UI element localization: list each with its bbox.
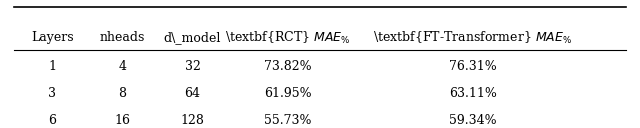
Text: Layers: Layers — [31, 31, 74, 44]
Text: 73.82%: 73.82% — [264, 60, 312, 73]
Text: d\_model: d\_model — [164, 31, 221, 44]
Text: 63.11%: 63.11% — [449, 87, 497, 100]
Text: 59.34%: 59.34% — [449, 114, 497, 127]
Text: 55.73%: 55.73% — [264, 114, 312, 127]
Text: nheads: nheads — [100, 31, 145, 44]
Text: 128: 128 — [180, 114, 205, 127]
Text: 1: 1 — [49, 60, 56, 73]
Text: 32: 32 — [184, 60, 200, 73]
Text: \textbf{FT-Transformer} $MAE_{\%}$: \textbf{FT-Transformer} $MAE_{\%}$ — [373, 29, 573, 46]
Text: 8: 8 — [118, 87, 127, 100]
Text: 3: 3 — [49, 87, 56, 100]
Text: 61.95%: 61.95% — [264, 87, 312, 100]
Text: \textbf{RCT} $MAE_{\%}$: \textbf{RCT} $MAE_{\%}$ — [225, 29, 351, 46]
Text: 64: 64 — [184, 87, 200, 100]
Text: 4: 4 — [118, 60, 127, 73]
Text: 16: 16 — [115, 114, 131, 127]
Text: 76.31%: 76.31% — [449, 60, 497, 73]
Text: 6: 6 — [49, 114, 56, 127]
